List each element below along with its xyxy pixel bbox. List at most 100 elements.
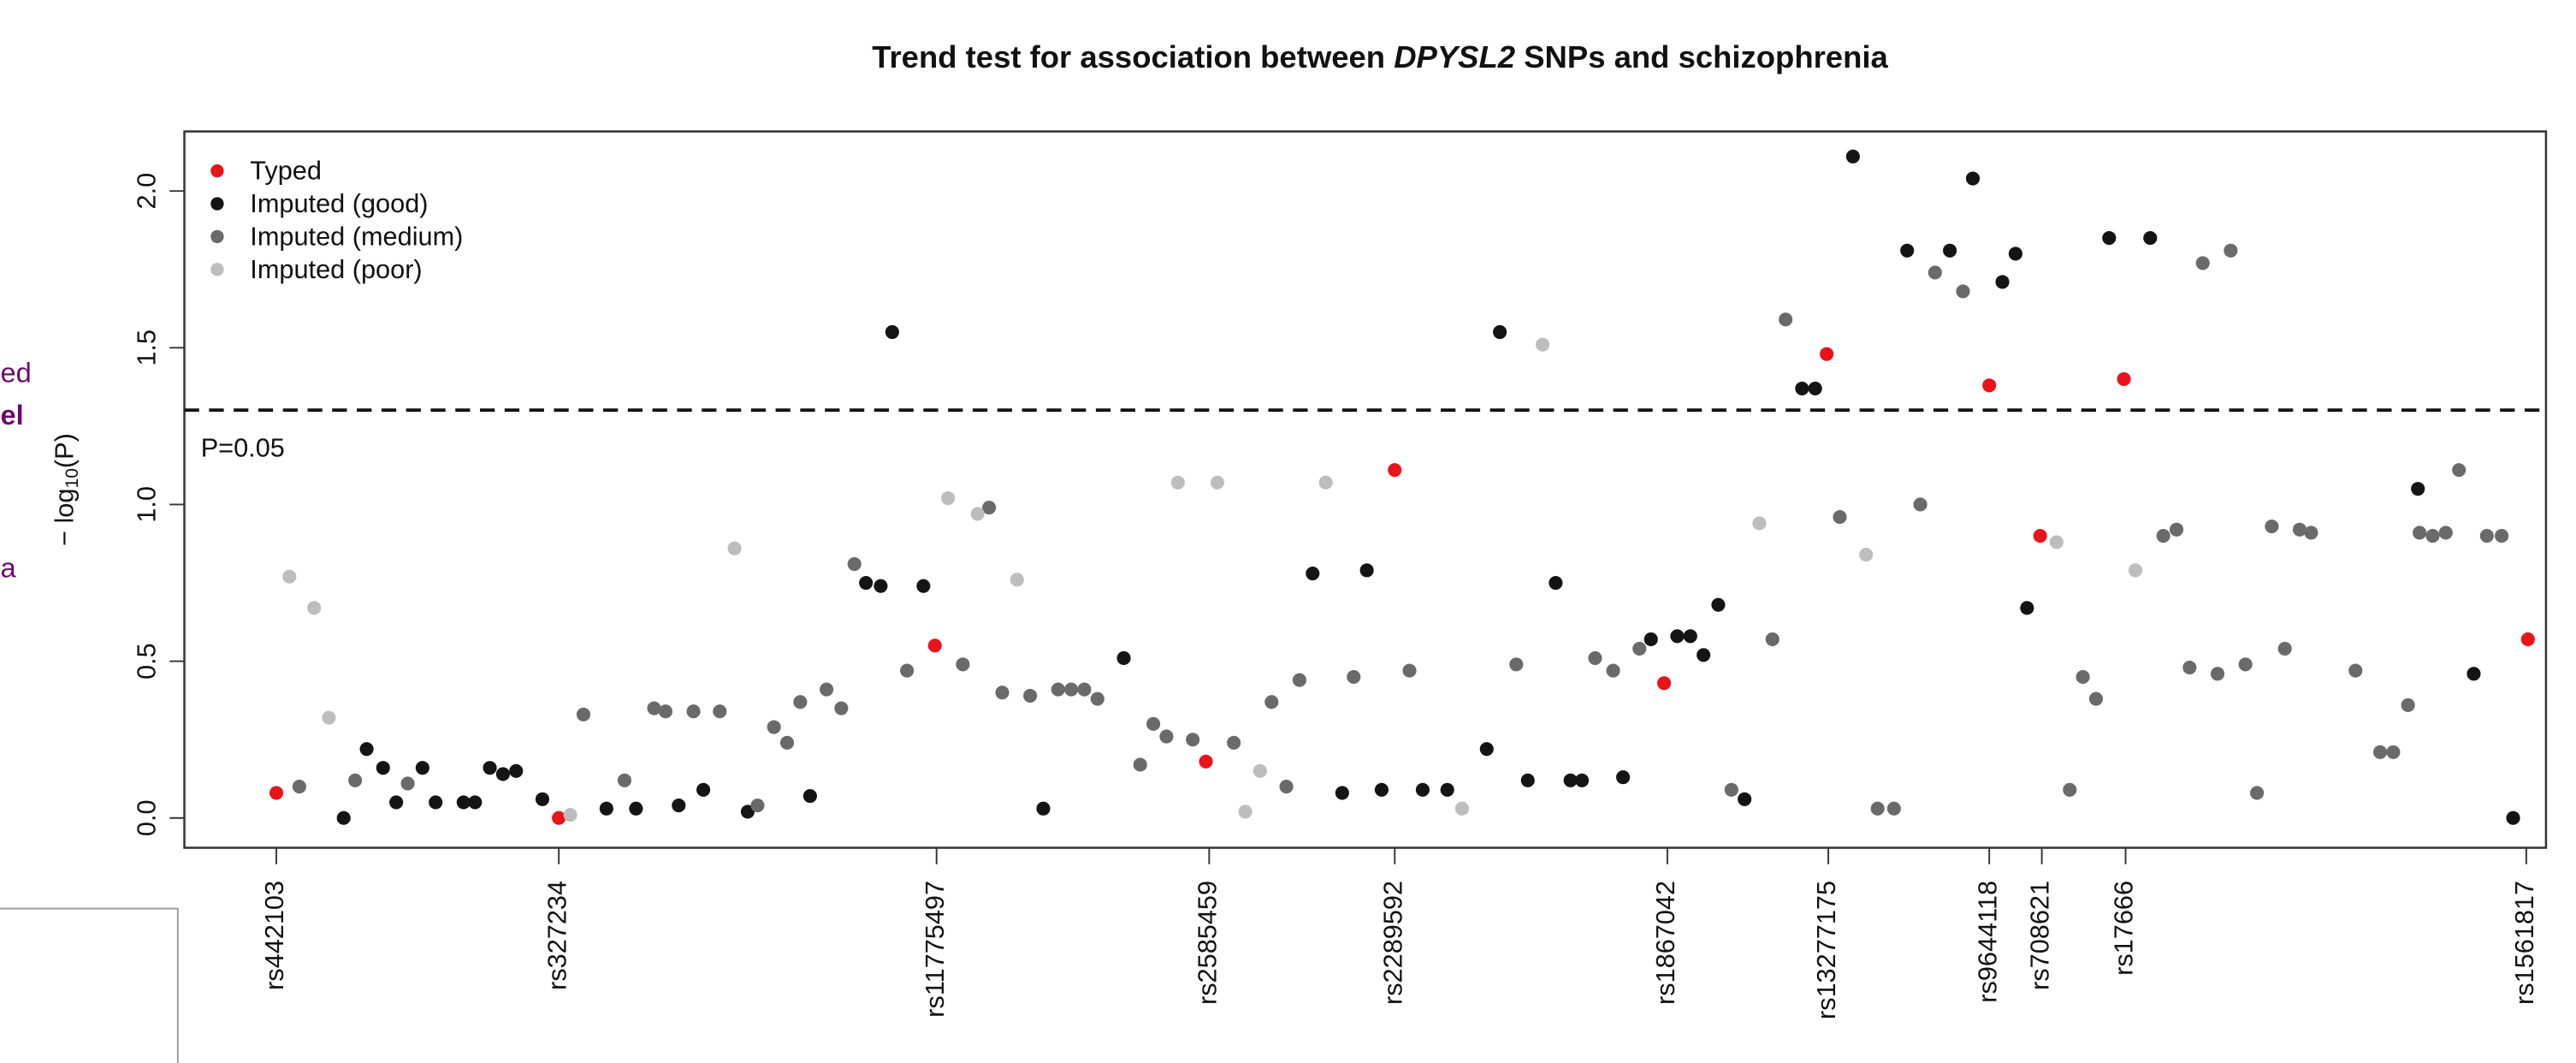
- title-part: DPYSL2: [1394, 39, 1515, 74]
- point: [1227, 735, 1241, 750]
- point: [2265, 520, 2279, 534]
- point: [1335, 786, 1349, 800]
- point: [552, 811, 566, 825]
- point: [1900, 243, 1915, 258]
- y-label-part: (P): [49, 433, 79, 468]
- point: [779, 735, 795, 750]
- x-tick-label: rs2289592: [1377, 881, 1407, 1005]
- point: [2224, 243, 2238, 258]
- point: [2049, 535, 2064, 549]
- plot-frame: [183, 130, 2548, 849]
- point: [1913, 497, 1928, 512]
- cropped-text: a: [1, 552, 17, 584]
- point: [1886, 801, 1901, 816]
- point: [927, 638, 942, 653]
- point: [2143, 231, 2158, 246]
- point: [1509, 657, 1524, 672]
- point: [2156, 529, 2170, 543]
- point: [2020, 601, 2034, 615]
- point: [740, 805, 755, 819]
- y-tick-label: 0.0: [131, 799, 161, 836]
- point: [468, 795, 483, 810]
- point: [1643, 632, 1658, 647]
- y-tick-label: 1.5: [131, 330, 161, 366]
- point: [1697, 648, 1711, 662]
- point: [900, 663, 915, 678]
- point: [1186, 733, 1200, 747]
- point: [1833, 510, 1847, 525]
- legend-swatch: [210, 163, 224, 178]
- point: [847, 556, 862, 572]
- point: [1724, 782, 1738, 797]
- point: [1306, 566, 1320, 581]
- point: [2348, 663, 2363, 678]
- point: [793, 695, 808, 710]
- point: [2210, 667, 2225, 681]
- point: [1670, 629, 1685, 644]
- point: [599, 801, 613, 816]
- legend-label: Imputed (good): [250, 188, 428, 218]
- cropped-box: [0, 907, 179, 1063]
- point: [629, 801, 643, 816]
- point: [1036, 801, 1051, 816]
- point: [1965, 171, 1981, 186]
- point: [885, 324, 899, 340]
- point: [2438, 526, 2453, 540]
- point: [834, 701, 849, 716]
- threshold-label: P=0.05: [201, 432, 285, 462]
- point: [2063, 782, 2077, 797]
- point: [1711, 597, 1726, 612]
- point: [1520, 773, 1535, 787]
- point: [1982, 378, 1997, 393]
- y-tick-label: 1.0: [131, 486, 161, 523]
- point: [995, 686, 1010, 700]
- point: [282, 569, 297, 584]
- point: [1318, 475, 1333, 490]
- point: [1870, 801, 1885, 816]
- legend-label: Typed: [250, 156, 322, 186]
- point: [982, 501, 997, 515]
- point: [2008, 246, 2022, 261]
- x-tick-label: rs1867042: [1650, 881, 1680, 1005]
- point: [750, 799, 765, 813]
- point: [483, 761, 497, 775]
- point: [535, 792, 550, 806]
- y-axis-label: − log10(P): [49, 433, 81, 546]
- point: [617, 773, 632, 787]
- legend-swatch: [210, 197, 224, 211]
- point: [1347, 669, 1361, 684]
- point: [336, 811, 351, 825]
- point: [2238, 657, 2253, 672]
- x-tick-label: rs13277175: [1811, 881, 1841, 1019]
- point: [1535, 337, 1550, 352]
- point: [2117, 371, 2131, 386]
- point: [2277, 641, 2292, 656]
- point: [1238, 805, 1252, 819]
- point: [820, 682, 834, 697]
- point: [2506, 811, 2520, 825]
- point: [2304, 526, 2318, 540]
- point: [1415, 782, 1430, 797]
- point: [1616, 770, 1631, 785]
- point: [2520, 632, 2535, 647]
- point: [1440, 782, 1454, 797]
- point: [1210, 475, 1225, 490]
- legend-label: Imputed (medium): [250, 221, 463, 251]
- point: [1956, 284, 1970, 299]
- point: [1765, 632, 1780, 647]
- point: [2413, 526, 2427, 540]
- point: [1493, 324, 1507, 340]
- point: [2182, 660, 2197, 674]
- point: [376, 761, 390, 775]
- point: [647, 701, 661, 716]
- point: [2401, 698, 2415, 712]
- point: [1264, 695, 1279, 710]
- point: [1795, 381, 1809, 395]
- point: [1454, 801, 1470, 816]
- point: [686, 704, 701, 719]
- point: [269, 786, 284, 800]
- point: [1051, 682, 1065, 697]
- point: [1738, 792, 1752, 806]
- point: [2479, 529, 2494, 543]
